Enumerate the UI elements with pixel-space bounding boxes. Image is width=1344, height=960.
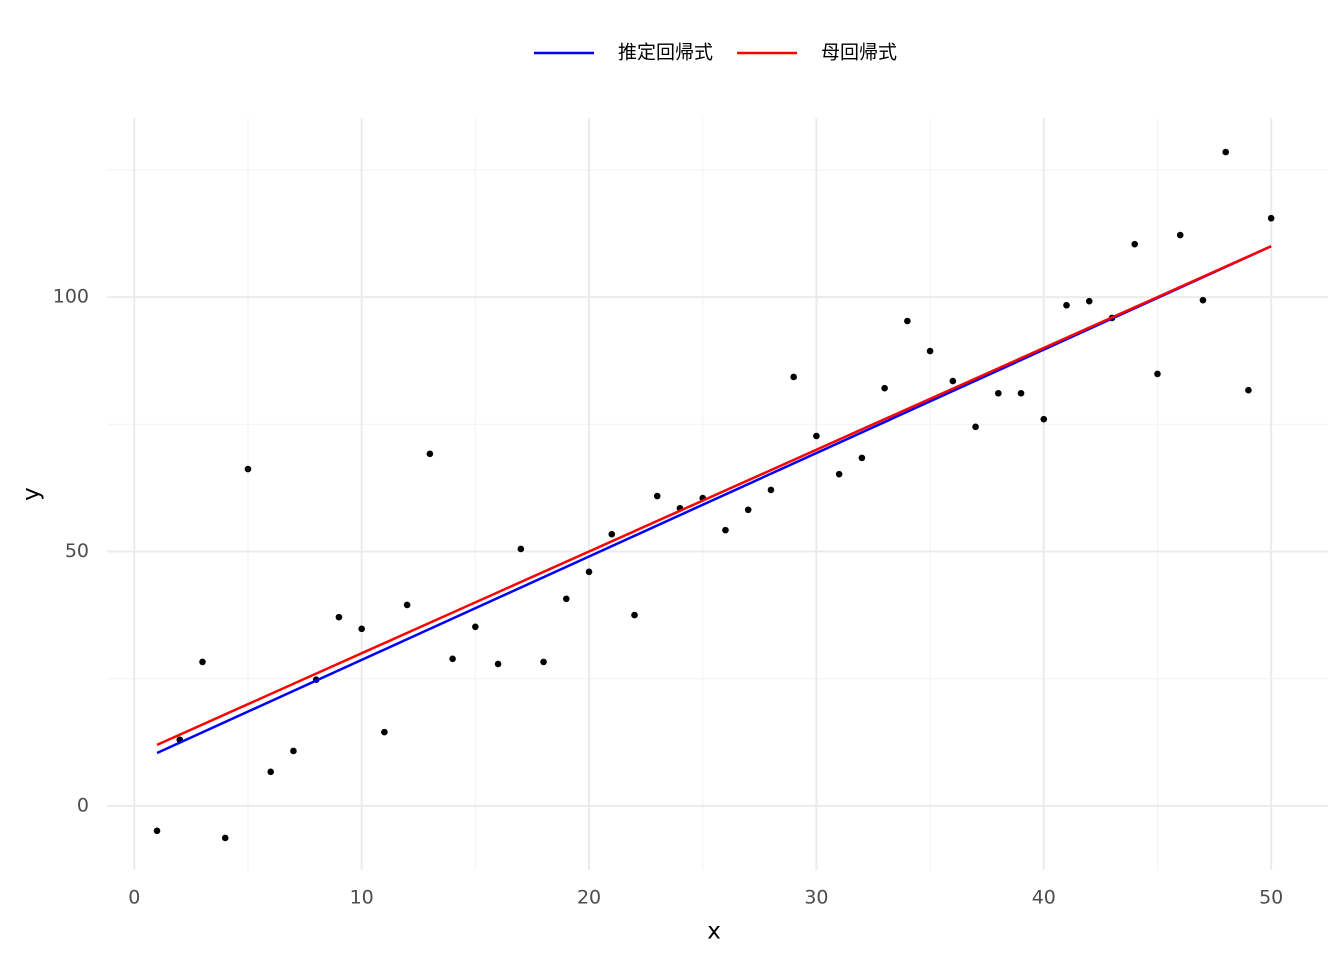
y-tick-label: 50 (65, 540, 89, 562)
point (540, 658, 547, 666)
point (744, 506, 752, 514)
point (1176, 231, 1184, 239)
x-tick-label: 50 (1259, 887, 1283, 909)
point (1131, 240, 1139, 248)
point (949, 377, 957, 385)
point (381, 728, 388, 736)
point (403, 601, 411, 609)
point (267, 768, 275, 776)
point (1085, 297, 1093, 305)
point (244, 465, 252, 473)
point (358, 625, 365, 633)
point (221, 834, 229, 842)
point (653, 492, 661, 500)
legend-label: 母回帰式 (821, 42, 897, 64)
y-tick-label: 0 (77, 794, 89, 816)
point (562, 595, 570, 603)
point (290, 747, 297, 755)
point (1154, 370, 1161, 378)
legend-label: 推定回帰式 (618, 42, 713, 64)
point (494, 660, 502, 668)
point (585, 568, 593, 576)
point (426, 450, 434, 458)
point (1267, 214, 1275, 222)
point (1245, 386, 1252, 394)
x-tick-label: 30 (804, 887, 828, 909)
point (926, 347, 934, 355)
grid (107, 118, 1328, 870)
point (472, 623, 479, 631)
point (1063, 301, 1070, 309)
point (835, 470, 843, 478)
point (881, 384, 888, 392)
point (199, 658, 206, 666)
x-tick-label: 0 (128, 887, 140, 909)
point (722, 526, 729, 534)
point (1199, 296, 1207, 304)
point (790, 373, 797, 381)
point (972, 423, 979, 431)
point (1040, 415, 1048, 423)
point (813, 432, 820, 440)
y-axis-title: y (19, 487, 45, 501)
y-tick-label: 100 (53, 286, 89, 308)
point (517, 545, 525, 553)
point (631, 611, 638, 619)
point (858, 454, 866, 462)
point (904, 317, 911, 325)
point (767, 486, 775, 494)
point (449, 655, 456, 663)
point (995, 389, 1002, 397)
x-tick-label: 40 (1032, 887, 1056, 909)
point (335, 613, 343, 621)
point (608, 530, 616, 538)
regression-line (156, 245, 1272, 746)
x-tick-label: 20 (577, 887, 601, 909)
x-axis-title: x (707, 919, 721, 945)
point (1017, 389, 1025, 397)
x-tick-label: 10 (350, 887, 374, 909)
legend: 推定回帰式 母回帰式 (534, 42, 897, 64)
point (153, 827, 161, 835)
point (1222, 148, 1229, 156)
